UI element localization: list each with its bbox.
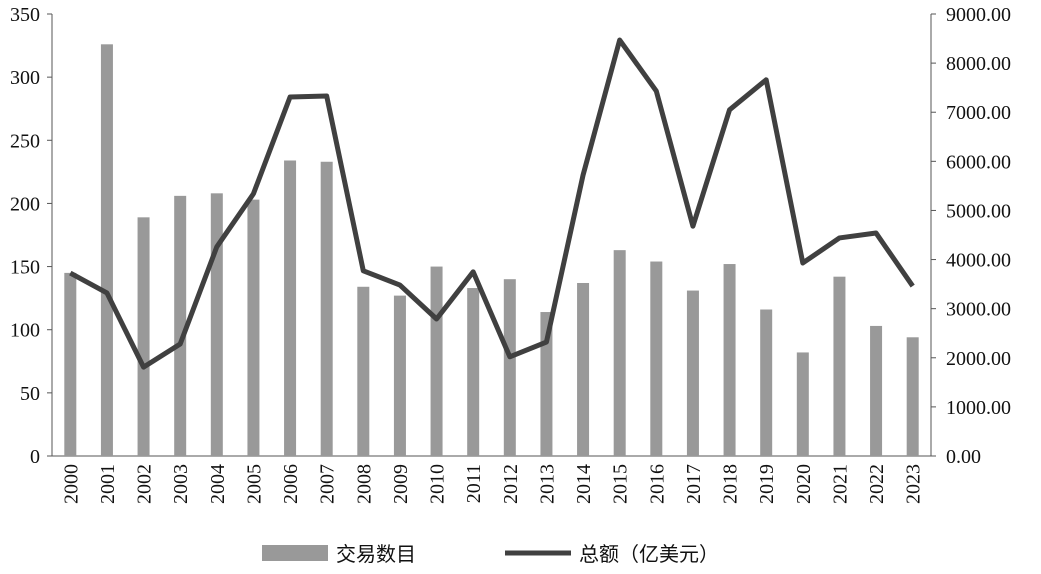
- x-tick-label: 2019: [756, 464, 778, 504]
- bar: [503, 279, 516, 456]
- x-tick-label: 2012: [500, 464, 522, 504]
- y-tick-label: 300: [10, 67, 40, 89]
- bar: [540, 312, 553, 456]
- y-tick-label: 0: [30, 446, 40, 468]
- y2-tick-label: 2000.00: [946, 348, 1011, 370]
- x-tick-label: 2014: [573, 464, 595, 504]
- x-tick-label: 2015: [610, 464, 632, 504]
- bar: [137, 217, 150, 456]
- x-tick-label: 2006: [280, 464, 302, 504]
- x-tick-label: 2008: [353, 464, 375, 504]
- y2-tick-label: 4000.00: [946, 250, 1011, 272]
- bar: [100, 44, 113, 457]
- x-tick-label: 2013: [536, 464, 558, 504]
- y2-tick-label: 7000.00: [946, 102, 1011, 124]
- y-tick-label: 100: [10, 320, 40, 342]
- bar: [723, 264, 736, 456]
- y2-tick-label: 5000.00: [946, 200, 1011, 222]
- y2-tick-label: 1000.00: [946, 397, 1011, 419]
- y-tick-label: 50: [20, 383, 40, 405]
- bar: [284, 160, 297, 456]
- bar: [686, 290, 699, 456]
- x-tick-label: 2007: [317, 464, 339, 504]
- x-tick-label: 2020: [793, 464, 815, 504]
- bar: [613, 250, 626, 456]
- x-tick-label: 2000: [60, 464, 82, 504]
- bar: [467, 288, 480, 456]
- legend-swatch: [262, 545, 328, 561]
- y-tick-label: 250: [10, 130, 40, 152]
- bar: [906, 337, 919, 456]
- bar: [247, 199, 260, 456]
- bar: [870, 325, 883, 456]
- y2-tick-label: 8000.00: [946, 53, 1011, 75]
- x-tick-label: 2009: [390, 464, 412, 504]
- y-tick-label: 200: [10, 193, 40, 215]
- bar: [320, 161, 333, 457]
- line: [69, 37, 915, 370]
- bar: [650, 261, 663, 456]
- bar: [760, 309, 773, 456]
- x-tick-label: 2018: [720, 464, 742, 504]
- bar: [577, 282, 590, 456]
- x-tick-label: 2011: [463, 464, 485, 503]
- bar: [357, 286, 370, 456]
- legend-label: 总额（亿美元）: [579, 542, 719, 566]
- y2-tick-label: 3000.00: [946, 299, 1011, 321]
- bar: [393, 295, 406, 456]
- y2-tick-label: 9000.00: [946, 4, 1011, 26]
- bar: [796, 352, 809, 456]
- x-tick-label: 2003: [170, 464, 192, 504]
- y-tick-label: 150: [10, 257, 40, 279]
- x-tick-label: 2021: [829, 464, 851, 504]
- x-tick-label: 2017: [683, 464, 705, 504]
- bar: [833, 276, 846, 456]
- x-tick-label: 2001: [97, 464, 119, 504]
- bar: [210, 193, 223, 456]
- bar: [430, 266, 443, 456]
- x-tick-label: 2004: [207, 464, 229, 504]
- bar: [174, 195, 187, 456]
- bar: [64, 272, 77, 456]
- x-tick-label: 2002: [134, 464, 156, 504]
- x-tick-label: 2023: [903, 464, 925, 504]
- y-tick-label: 350: [10, 4, 40, 26]
- x-tick-label: 2010: [427, 464, 449, 504]
- y2-tick-label: 0.00: [946, 446, 981, 468]
- legend-label: 交易数目: [336, 542, 416, 566]
- x-tick-label: 2016: [646, 464, 668, 504]
- y2-tick-label: 6000.00: [946, 151, 1011, 173]
- x-tick-label: 2022: [866, 464, 888, 504]
- x-tick-label: 2005: [243, 464, 265, 504]
